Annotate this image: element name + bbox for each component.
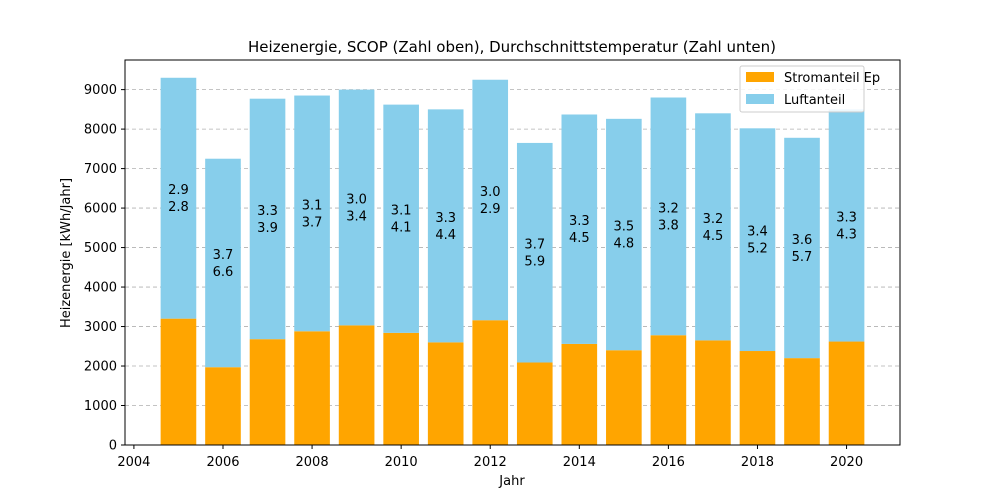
scop-label: 3.0 xyxy=(346,192,367,207)
bar-stromanteil xyxy=(606,350,642,445)
temperature-label: 4.1 xyxy=(391,221,412,236)
scop-label: 3.6 xyxy=(792,233,813,248)
x-tick-label: 2008 xyxy=(296,455,329,470)
y-tick-label: 1000 xyxy=(84,399,117,414)
y-axis-label: Heizenergie [kWh/Jahr] xyxy=(59,178,74,328)
bars xyxy=(160,77,865,445)
bar-stromanteil xyxy=(561,343,598,445)
bar-luftanteil xyxy=(739,128,776,352)
temperature-label: 3.4 xyxy=(346,209,367,224)
legend-swatch-luftanteil xyxy=(746,94,774,104)
y-tick-label: 4000 xyxy=(84,281,117,296)
x-tick-label: 2016 xyxy=(652,455,685,470)
temperature-label: 3.7 xyxy=(302,215,323,230)
temperature-label: 3.9 xyxy=(257,221,278,236)
y-tick-label: 5000 xyxy=(84,241,117,256)
x-axis-label: Jahr xyxy=(498,474,525,489)
bar-stromanteil xyxy=(383,332,419,445)
temperature-label: 2.8 xyxy=(168,200,189,215)
bar-stromanteil xyxy=(427,342,464,445)
temperature-label: 4.4 xyxy=(435,228,456,243)
x-tick-label: 2012 xyxy=(474,455,507,470)
temperature-label: 4.5 xyxy=(569,231,590,246)
bar-luftanteil xyxy=(650,97,687,336)
temperature-label: 5.2 xyxy=(747,242,768,257)
bar-labels: 2.9 2.8 3.7 6.6 3.3 3.9 3.1 3.7 3.0 3.4 3.1 4.1 3.3 4… xyxy=(168,183,857,280)
bar-stromanteil xyxy=(160,318,197,445)
temperature-label: 5.9 xyxy=(524,255,545,270)
scop-label: 3.3 xyxy=(435,211,456,226)
scop-label: 3.0 xyxy=(480,185,501,200)
bar-luftanteil xyxy=(427,109,464,343)
bar-stromanteil xyxy=(205,367,241,445)
bar-stromanteil xyxy=(650,335,687,445)
x-tick-label: 2004 xyxy=(117,455,150,470)
scop-label: 3.4 xyxy=(747,225,768,240)
y-tick-label: 8000 xyxy=(84,123,117,138)
scop-label: 3.1 xyxy=(391,204,412,219)
plot-frame xyxy=(124,59,901,446)
scop-label: 3.2 xyxy=(658,201,679,216)
y-tick-label: 9000 xyxy=(84,83,117,98)
scop-label: 3.3 xyxy=(836,210,857,225)
scop-label: 3.7 xyxy=(213,248,234,263)
bar-luftanteil xyxy=(338,89,375,326)
y-tick-label: 7000 xyxy=(84,162,117,177)
scop-label: 3.3 xyxy=(569,214,590,229)
chart-title: Heizenergie, SCOP (Zahl oben), Durchschn… xyxy=(248,38,776,56)
axes: 0 1000 2000 3000 4000 5000 6000 7000 8000 9000 200… xyxy=(84,59,901,470)
y-tick-label: 6000 xyxy=(84,202,117,217)
temperature-label: 6.6 xyxy=(213,265,234,280)
grid xyxy=(125,89,900,406)
legend: Stromanteil Ep Luftanteil xyxy=(739,65,880,113)
bar-luftanteil xyxy=(160,77,197,319)
scop-label: 3.3 xyxy=(257,204,278,219)
scop-label: 3.2 xyxy=(703,212,724,227)
bar-stromanteil xyxy=(784,358,820,445)
x-tick-label: 2014 xyxy=(563,455,596,470)
x-tick-label: 2010 xyxy=(385,455,418,470)
bar-stromanteil xyxy=(249,339,286,445)
legend-label-luftanteil: Luftanteil xyxy=(784,93,845,108)
x-tick-label: 2020 xyxy=(830,455,863,470)
bar-stromanteil xyxy=(338,325,375,445)
bar-luftanteil xyxy=(472,79,509,321)
scop-label: 3.5 xyxy=(614,220,635,235)
legend-label-stromanteil: Stromanteil Ep xyxy=(784,71,880,86)
bar-stromanteil xyxy=(516,362,553,445)
temperature-label: 2.9 xyxy=(480,202,501,217)
legend-swatch-stromanteil xyxy=(746,72,774,82)
y-tick-label: 2000 xyxy=(84,360,117,375)
scop-label: 3.1 xyxy=(302,198,323,213)
temperature-label: 4.3 xyxy=(836,227,857,242)
x-tick-label: 2006 xyxy=(206,455,239,470)
bar-stromanteil xyxy=(472,320,509,445)
y-tick-label: 0 xyxy=(109,439,117,454)
bar-luftanteil xyxy=(205,158,241,368)
scop-label: 2.9 xyxy=(168,183,189,198)
bar-luftanteil xyxy=(561,114,598,344)
bar-luftanteil xyxy=(695,113,731,341)
bar-luftanteil xyxy=(606,118,642,351)
scop-label: 3.7 xyxy=(524,238,545,253)
bar-luftanteil xyxy=(784,137,820,359)
bar-stromanteil xyxy=(828,341,865,445)
bar-luftanteil xyxy=(828,109,865,342)
bar-stromanteil xyxy=(695,340,731,445)
bar-luftanteil xyxy=(249,98,286,340)
bar-stromanteil xyxy=(294,331,330,445)
x-tick-label: 2018 xyxy=(741,455,774,470)
y-tick-label: 3000 xyxy=(84,320,117,335)
bar-luftanteil xyxy=(516,142,553,363)
temperature-label: 4.8 xyxy=(614,237,635,252)
bar-stromanteil xyxy=(739,351,776,445)
temperature-label: 4.5 xyxy=(703,229,724,244)
temperature-label: 5.7 xyxy=(792,250,813,265)
temperature-label: 3.8 xyxy=(658,218,679,233)
bar-luftanteil xyxy=(294,95,330,332)
bar-luftanteil xyxy=(383,104,419,333)
